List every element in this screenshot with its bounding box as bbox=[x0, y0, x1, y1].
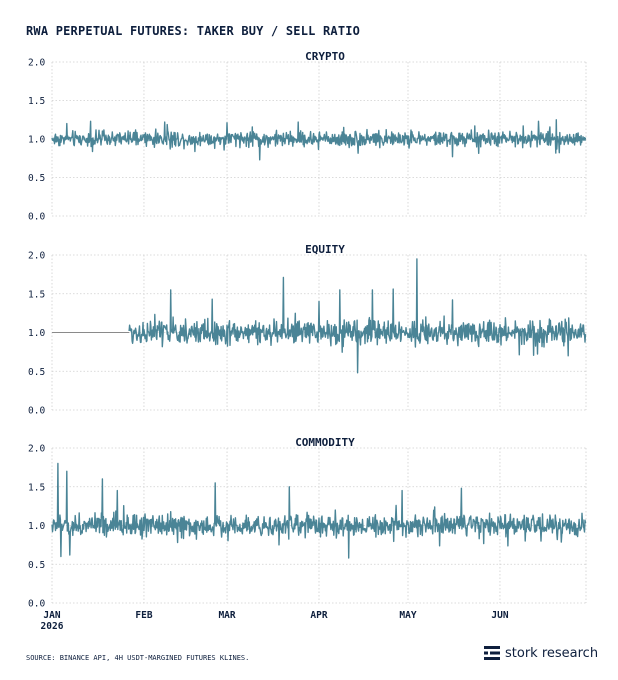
panel-title: CRYPTO bbox=[305, 50, 345, 63]
y-tick-label: 0.5 bbox=[28, 367, 45, 378]
x-tick-label: APR bbox=[310, 610, 327, 621]
y-tick-label: 2.0 bbox=[28, 444, 45, 455]
chart-title: RWA PERPETUAL FUTURES: TAKER BUY / SELL … bbox=[26, 24, 361, 38]
series-line bbox=[51, 119, 587, 161]
source-note: SOURCE: BINANCE API, 4H USDT-MARGINED FU… bbox=[26, 654, 250, 662]
y-tick-label: 0.5 bbox=[28, 173, 45, 184]
y-tick-label: 2.0 bbox=[28, 58, 45, 69]
series-line bbox=[51, 462, 587, 559]
y-tick-label: 1.5 bbox=[28, 289, 45, 300]
y-tick-label: 0.5 bbox=[28, 560, 45, 571]
x-tick-label: JUN bbox=[491, 610, 508, 621]
x-tick-label: MAR bbox=[218, 610, 235, 621]
x-tick-sublabel: 2026 bbox=[41, 621, 64, 632]
y-tick-label: 0.0 bbox=[28, 406, 45, 417]
panel-title: EQUITY bbox=[305, 243, 345, 256]
y-tick-label: 2.0 bbox=[28, 251, 45, 262]
y-tick-label: 1.5 bbox=[28, 482, 45, 493]
x-tick-label: FEB bbox=[135, 610, 152, 621]
y-tick-label: 0.0 bbox=[28, 599, 45, 610]
x-tick-label: MAY bbox=[399, 610, 416, 621]
panel-title: COMMODITY bbox=[295, 436, 355, 449]
y-tick-label: 0.0 bbox=[28, 212, 45, 223]
y-tick-label: 1.5 bbox=[28, 96, 45, 107]
series-line bbox=[128, 258, 587, 374]
y-tick-label: 1.0 bbox=[28, 135, 45, 146]
y-tick-label: 1.0 bbox=[28, 328, 45, 339]
y-tick-label: 1.0 bbox=[28, 521, 45, 532]
brand: stork research bbox=[484, 644, 598, 662]
brand-name: stork research bbox=[505, 645, 599, 661]
stork-logo-icon bbox=[484, 646, 500, 660]
x-tick-label: JAN bbox=[43, 610, 60, 621]
